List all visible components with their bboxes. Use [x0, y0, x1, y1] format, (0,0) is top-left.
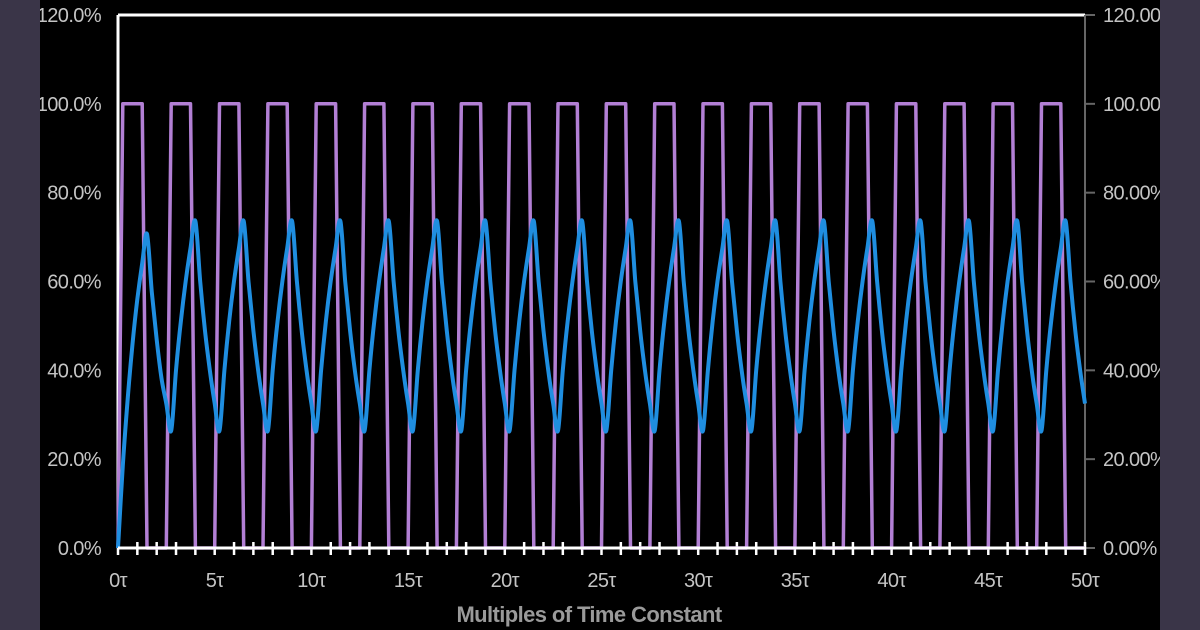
y-left-tick-label: 120.0%	[37, 5, 102, 27]
y-left-tick-label: 60.0%	[47, 272, 102, 294]
series-layer	[116, 102, 1087, 550]
left-frame-strip	[0, 0, 40, 630]
x-tick-label: 20τ	[491, 570, 520, 592]
x-tick-label: 30τ	[684, 570, 713, 592]
x-tick-label: 10τ	[297, 570, 326, 592]
x-tick-label: 5τ	[206, 570, 225, 592]
right-frame-strip	[1160, 0, 1200, 630]
square-wave-line	[116, 102, 1085, 550]
x-axis-title: Multiples of Time Constant	[456, 602, 722, 627]
y-right-tick-label: 0.00%	[1103, 538, 1158, 560]
y-right-tick-label: 80.00%	[1103, 183, 1168, 205]
y-left-tick-label: 100.0%	[37, 94, 102, 116]
y-right-tick-label: 60.00%	[1103, 272, 1168, 294]
x-tick-label: 0τ	[109, 570, 128, 592]
y-right-tick-label: 40.00%	[1103, 360, 1168, 382]
y-left-tick-label: 20.0%	[47, 449, 102, 471]
x-tick-label: 45τ	[974, 570, 1003, 592]
rc-response-line	[116, 218, 1087, 549]
x-tick-label: 35τ	[781, 570, 810, 592]
x-tick-label: 25τ	[587, 570, 616, 592]
labels: 0.0% 0.00% 20.0% 20.00% 40.0% 40.00% 60.0% 60.0…	[37, 5, 1179, 592]
x-tick-label: 50τ	[1071, 570, 1100, 592]
y-left-tick-label: 0.0%	[58, 538, 102, 560]
y-right-tick-label: 20.00%	[1103, 449, 1168, 471]
x-tick-label: 15τ	[394, 570, 423, 592]
x-tick-label: 40τ	[877, 570, 906, 592]
y-left-tick-label: 80.0%	[47, 183, 102, 205]
y-left-tick-label: 40.0%	[47, 360, 102, 382]
